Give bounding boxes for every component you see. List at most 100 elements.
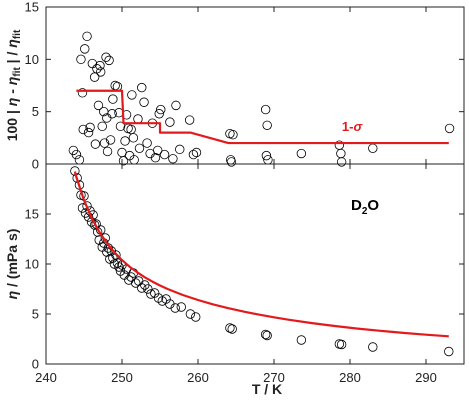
top-data-point bbox=[175, 144, 185, 155]
top-ytick-label: 15 bbox=[25, 0, 39, 15]
bottom-data-point bbox=[137, 283, 147, 293]
top-data-point bbox=[89, 72, 100, 82]
top-data-point bbox=[105, 135, 116, 145]
bottom-data-point bbox=[143, 284, 153, 294]
top-data-point bbox=[171, 100, 181, 111]
bottom-data-point bbox=[185, 309, 196, 319]
top-data-point bbox=[120, 136, 130, 146]
xtick-label: 260 bbox=[187, 370, 209, 385]
xtick-label: 290 bbox=[415, 370, 437, 385]
sigma-annotation-symbol: σ bbox=[353, 119, 363, 134]
sample-annotation: D2O bbox=[351, 197, 379, 217]
bottom-data-point bbox=[296, 335, 307, 345]
top-data-point bbox=[74, 155, 85, 165]
ylabel-part: | / bbox=[4, 48, 20, 67]
top-data-point bbox=[296, 148, 307, 159]
xtick-label: 250 bbox=[111, 370, 133, 385]
top-data-point bbox=[168, 154, 178, 164]
bottom-data-point bbox=[149, 288, 160, 298]
bottom-panel: 0 5 10 15 240 250 260 270 280 290 η / (mPa s) D2O T … bbox=[4, 163, 465, 397]
top-data-point bbox=[128, 133, 139, 143]
top-data-point bbox=[154, 109, 164, 119]
top-data-point bbox=[115, 121, 126, 132]
top-data-point bbox=[134, 143, 145, 154]
bottom-data-point bbox=[124, 275, 134, 285]
sigma-annotation-base: 1- bbox=[342, 119, 354, 134]
top-data-point bbox=[101, 52, 111, 62]
top-ytick-label: 10 bbox=[25, 52, 39, 67]
top-data-point bbox=[142, 138, 152, 148]
top-data-point bbox=[137, 82, 147, 93]
top-data-point bbox=[104, 55, 114, 66]
sample-annotation-tail: O bbox=[367, 197, 379, 214]
bottom-ytick-label: 15 bbox=[25, 207, 39, 222]
bottom-data-point bbox=[191, 312, 201, 322]
top-data-point bbox=[96, 67, 106, 77]
bottom-data-point bbox=[112, 258, 123, 268]
top-sigma-line bbox=[76, 89, 449, 145]
ylabel-subscript: fit bbox=[12, 29, 23, 39]
xtick-label: 280 bbox=[339, 370, 361, 385]
ylabel-part: 100 | bbox=[4, 106, 20, 141]
xtick-label: 270 bbox=[263, 370, 285, 385]
bottom-ytick-label: 0 bbox=[32, 357, 39, 372]
top-data-point bbox=[262, 120, 272, 130]
top-data-point bbox=[261, 150, 272, 161]
top-data-point bbox=[336, 157, 347, 167]
sigma-annotation: 1-σ bbox=[342, 119, 364, 134]
top-data-point bbox=[153, 145, 163, 156]
top-data-point bbox=[102, 146, 113, 157]
top-data-point bbox=[97, 121, 107, 132]
top-data-point bbox=[95, 60, 105, 71]
sample-annotation-base: D bbox=[351, 197, 362, 214]
bottom-ytick-label: 5 bbox=[32, 307, 39, 322]
top-data-point bbox=[188, 149, 199, 160]
bottom-data-point bbox=[260, 329, 271, 340]
top-data-point bbox=[71, 149, 82, 160]
bottom-ytick-label: 10 bbox=[25, 257, 39, 272]
bottom-axes-frame bbox=[45, 163, 465, 365]
xlabel: T / K bbox=[252, 381, 282, 397]
ylabel-eta: η bbox=[4, 291, 20, 300]
bottom-data-point bbox=[444, 346, 454, 357]
top-ytick-label: 0 bbox=[32, 157, 39, 172]
top-data-point bbox=[165, 117, 175, 127]
top-data-point bbox=[368, 143, 378, 154]
bottom-data-point bbox=[82, 201, 92, 211]
bottom-data-point bbox=[227, 324, 237, 334]
top-data-point bbox=[82, 31, 92, 42]
top-data-point bbox=[228, 129, 238, 140]
bottom-data-point bbox=[102, 247, 112, 257]
sample-annotation-sub: 2 bbox=[362, 206, 368, 217]
top-data-point bbox=[99, 138, 110, 148]
top-data-point bbox=[150, 153, 161, 163]
top-data-point bbox=[139, 97, 149, 107]
top-data-point bbox=[126, 124, 136, 135]
top-ytick-label: 5 bbox=[32, 104, 39, 119]
ylabel-part: / (mPa s) bbox=[4, 229, 20, 291]
top-data-point bbox=[133, 114, 143, 124]
top-axes-frame bbox=[45, 6, 465, 165]
bottom-data-point bbox=[111, 250, 121, 260]
top-data-point bbox=[76, 54, 86, 65]
ylabel-subscript: fit bbox=[12, 67, 23, 77]
top-data-point bbox=[77, 88, 88, 98]
bottom-ylabel: η / (mPa s) bbox=[4, 229, 20, 300]
top-data-point bbox=[159, 149, 170, 160]
top-data-point bbox=[127, 90, 137, 100]
top-data-point bbox=[80, 44, 90, 54]
top-data-point bbox=[118, 156, 129, 166]
bottom-data-point bbox=[262, 330, 272, 341]
ylabel-part: - bbox=[4, 85, 20, 97]
bottom-data-point bbox=[146, 289, 156, 299]
top-data-point bbox=[336, 148, 346, 159]
bottom-data-point bbox=[368, 342, 378, 352]
top-data-point bbox=[444, 123, 455, 134]
ylabel-eta: η bbox=[4, 77, 20, 86]
top-data-point bbox=[108, 94, 118, 104]
xtick-label: 240 bbox=[35, 370, 57, 385]
top-data-point bbox=[226, 157, 237, 167]
ylabel-eta: η bbox=[4, 39, 20, 48]
